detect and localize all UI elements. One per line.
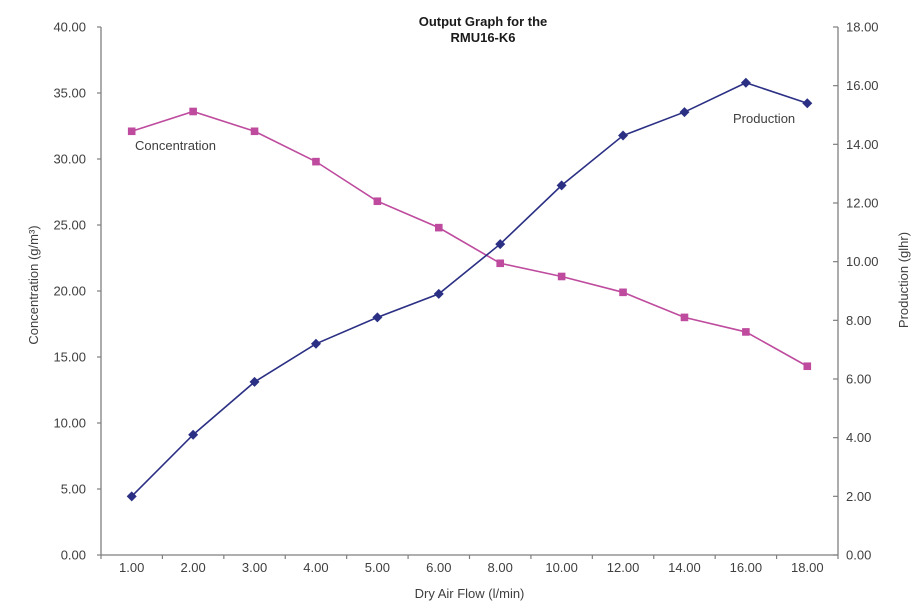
production-marker-diamond [618, 130, 629, 141]
concentration-marker-square [803, 362, 812, 371]
production-line [131, 81, 808, 497]
x-tick-label: 16.00 [730, 560, 763, 575]
x-tick-label: 18.00 [791, 560, 824, 575]
left-tick-label: 15.00 [53, 350, 86, 365]
left-tick-label: 10.00 [53, 416, 86, 431]
x-tick-label: 5.00 [365, 560, 390, 575]
concentration-line [131, 110, 808, 367]
concentration-marker-square [680, 313, 689, 322]
left-axis-title: Concentration (g/m³) [26, 225, 41, 344]
left-tick-label: 30.00 [53, 152, 86, 167]
production-marker-diamond [372, 312, 383, 323]
production-marker-diamond [556, 180, 567, 191]
right-tick-label: 12.00 [846, 196, 879, 211]
right-tick-label: 18.00 [846, 20, 879, 35]
left-tick-label: 35.00 [53, 86, 86, 101]
concentration-marker-square [496, 259, 505, 268]
right-tick-label: 10.00 [846, 254, 879, 269]
left-tick-label: 25.00 [53, 218, 86, 233]
x-tick-label: 10.00 [545, 560, 578, 575]
x-tick-label: 6.00 [426, 560, 451, 575]
concentration-marker-square [373, 197, 382, 206]
concentration-marker-square [434, 223, 443, 232]
concentration-marker-square [742, 328, 750, 336]
left-tick-label: 0.00 [61, 548, 86, 563]
production-marker-diamond [433, 288, 444, 299]
production-marker-diamond [802, 98, 813, 109]
production-marker-diamond [126, 491, 137, 502]
x-tick-label: 12.00 [607, 560, 640, 575]
x-tick-label: 4.00 [303, 560, 328, 575]
concentration-marker-square [127, 127, 136, 136]
x-tick-label: 2.00 [180, 560, 205, 575]
production-marker-diamond [495, 239, 506, 250]
x-axis-title: Dry Air Flow (l/min) [415, 586, 525, 601]
left-tick-label: 40.00 [53, 20, 86, 35]
x-tick-label: 1.00 [119, 560, 144, 575]
left-tick-label: 20.00 [53, 284, 86, 299]
right-tick-label: 4.00 [846, 430, 871, 445]
x-tick-label: 14.00 [668, 560, 701, 575]
concentration-marker-square [250, 127, 259, 136]
right-axis-title: Production (glhr) [896, 232, 911, 328]
right-tick-label: 16.00 [846, 78, 879, 93]
concentration-marker-square [557, 272, 566, 281]
x-tick-label: 3.00 [242, 560, 267, 575]
production-marker-diamond [310, 338, 321, 349]
concentration-series-label: Concentration [135, 138, 216, 153]
production-marker-diamond [188, 429, 199, 440]
concentration-marker-square [619, 288, 627, 297]
left-tick-label: 5.00 [61, 482, 86, 497]
chart-title-line-1: Output Graph for the [419, 14, 548, 29]
right-tick-label: 2.00 [846, 489, 871, 504]
production-marker-diamond [249, 376, 260, 387]
concentration-marker-square [312, 157, 320, 166]
concentration-marker-square [189, 107, 197, 116]
production-marker-diamond [740, 77, 751, 88]
right-tick-label: 8.00 [846, 313, 871, 328]
x-tick-label: 8.00 [488, 560, 513, 575]
right-tick-label: 14.00 [846, 137, 879, 152]
production-series-label: Production [733, 111, 795, 126]
chart-title-line-2: RMU16-K6 [450, 30, 515, 45]
right-tick-label: 0.00 [846, 548, 871, 563]
production-marker-diamond [679, 107, 690, 118]
right-tick-label: 6.00 [846, 372, 871, 387]
